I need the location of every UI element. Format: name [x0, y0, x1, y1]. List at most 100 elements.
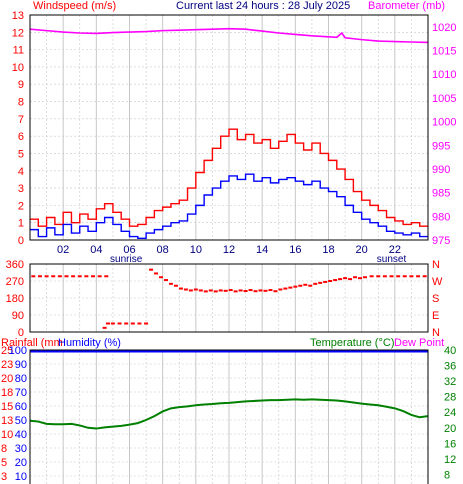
direction-point	[396, 275, 401, 278]
rainfall-tick-label: 10	[1, 429, 13, 441]
direction-grid	[30, 263, 428, 333]
direction-point	[64, 275, 69, 278]
compass-tick-label: E	[432, 310, 439, 322]
direction-point	[110, 322, 115, 325]
barometer-series	[29, 27, 429, 44]
direction-point	[163, 279, 168, 282]
direction-point	[203, 290, 208, 293]
direction-frame	[29, 263, 429, 333]
humidity-tick-label: 60	[15, 401, 27, 413]
humidity-tick-label: 40	[15, 429, 27, 441]
wind-tick-label: 8	[18, 97, 24, 109]
direction-point	[283, 287, 288, 290]
windspeed-title: Windspeed (m/s)	[33, 0, 116, 12]
rainfall-tick-label: 15	[1, 401, 13, 413]
temperature-y-axis-ticks: 40 36 32 28 24 20 16 12 8	[444, 345, 456, 481]
temp-hum-grid	[30, 349, 428, 484]
direction-point	[323, 280, 328, 283]
temperature-tick-label: 8	[444, 469, 450, 481]
wind-tick-label: 3	[18, 183, 24, 195]
degree-tick-label: 0	[18, 327, 24, 339]
direction-point	[144, 322, 149, 325]
direction-point	[343, 277, 348, 280]
direction-point	[333, 279, 338, 282]
direction-point	[37, 275, 42, 278]
direction-point	[44, 275, 49, 278]
wind-avg-series	[30, 173, 428, 239]
direction-point	[422, 275, 427, 278]
rainfall-tick-label: 8	[1, 443, 7, 455]
direction-point	[168, 282, 173, 285]
hour-tick-label: 22	[389, 244, 401, 256]
direction-point	[137, 322, 142, 325]
direction-point	[208, 289, 213, 292]
direction-point	[104, 275, 109, 278]
direction-point	[293, 285, 298, 288]
direction-point	[91, 275, 96, 278]
barometer-line	[29, 27, 429, 44]
compass-tick-label: W	[432, 276, 443, 288]
barometer-tick-label: 990	[432, 164, 450, 176]
wind-tick-label: 9	[18, 79, 24, 91]
direction-point	[338, 278, 343, 281]
direction-point	[124, 322, 129, 325]
direction-point	[389, 275, 394, 278]
direction-point	[228, 289, 233, 292]
direction-point	[298, 284, 303, 287]
direction-point	[213, 290, 218, 293]
wind-tick-label: 2	[18, 200, 24, 212]
degree-tick-label: 90	[12, 310, 24, 322]
temp-hum-frame	[29, 349, 429, 484]
hour-tick-label: 16	[289, 244, 301, 256]
direction-point	[77, 275, 82, 278]
barometer-tick-label: 985	[432, 188, 450, 200]
direction-point	[188, 289, 193, 292]
direction-point	[193, 288, 198, 291]
barometer-tick-label: 995	[432, 140, 450, 152]
direction-point	[348, 278, 353, 281]
wind-tick-label: 1	[18, 218, 24, 230]
dewpoint-header: Dew Point	[394, 337, 444, 349]
hour-tick-label: 12	[223, 244, 235, 256]
humidity-tick-label: 10	[15, 471, 27, 483]
temperature-tick-label: 36	[444, 361, 456, 373]
wind-tick-label: 11	[13, 45, 24, 57]
humidity-y-axis-ticks: 100 90 80 70 60 50 40 30 20 10	[9, 345, 27, 483]
direction-point	[159, 276, 164, 279]
rainfall-y-axis-ticks: 25 23 20 18 15 13 10 8 5 3	[1, 345, 13, 483]
temperature-tick-label: 40	[444, 345, 456, 357]
hour-tick-label: 14	[256, 244, 268, 256]
humidity-tick-label: 80	[15, 373, 27, 385]
direction-point	[117, 322, 122, 325]
temperature-tick-label: 28	[444, 392, 456, 404]
rainfall-tick-label: 25	[1, 345, 13, 357]
direction-point	[183, 288, 188, 291]
barometer-tick-label: 1015	[432, 46, 456, 58]
direction-point	[369, 275, 374, 278]
hour-tick-label: 20	[356, 244, 368, 256]
direction-point	[105, 322, 110, 325]
direction-point	[376, 275, 381, 278]
rainfall-tick-label: 5	[1, 457, 7, 469]
rainfall-tick-label: 20	[1, 373, 13, 385]
degree-tick-label: 180	[6, 293, 24, 305]
direction-point	[84, 275, 89, 278]
direction-point	[154, 272, 159, 275]
direction-point	[382, 275, 387, 278]
direction-point	[223, 289, 228, 292]
hour-tick-label: 02	[57, 244, 69, 256]
hour-tick-label: 08	[157, 244, 169, 256]
humidity-header: Humidity (%)	[58, 337, 121, 349]
wind-tick-label: 7	[18, 114, 24, 126]
direction-point	[233, 290, 238, 293]
direction-point	[362, 276, 367, 279]
humidity-tick-label: 20	[15, 457, 27, 469]
direction-point	[71, 275, 76, 278]
rainfall-tick-label: 3	[1, 471, 7, 483]
hour-tick-label: 04	[90, 244, 102, 256]
direction-point	[178, 287, 183, 290]
direction-point	[31, 275, 36, 278]
direction-point	[97, 275, 102, 278]
